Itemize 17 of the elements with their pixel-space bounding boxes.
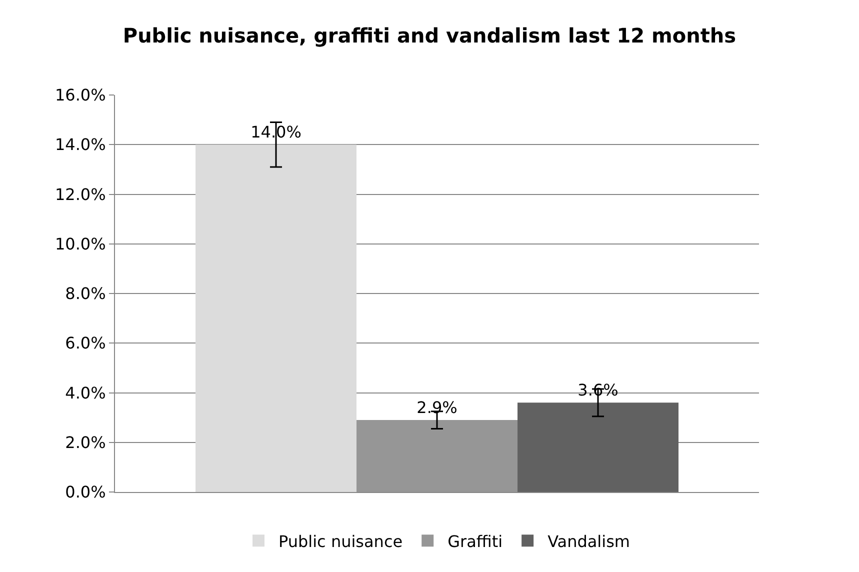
legend-label: Public nuisance xyxy=(278,532,403,551)
y-tick-label: 10.0% xyxy=(54,234,106,254)
y-tick-label: 16.0% xyxy=(54,86,106,105)
legend-label: Vandalism xyxy=(548,532,630,551)
legend-label: Graffiti xyxy=(448,532,503,551)
y-tick-label: 4.0% xyxy=(65,383,106,402)
y-tick-label: 14.0% xyxy=(54,135,106,154)
y-tick-label: 6.0% xyxy=(65,334,106,353)
chart-title: Public nuisance, graffiti and vandalism last 12 months xyxy=(122,24,736,48)
y-tick-label: 2.0% xyxy=(65,432,106,452)
y-tick-label: 8.0% xyxy=(65,284,106,304)
data-label: 2.9% xyxy=(416,398,458,418)
y-tick-label: 0.0% xyxy=(65,482,106,502)
y-tick-label: 12.0% xyxy=(54,184,106,204)
bar xyxy=(518,402,678,492)
bar xyxy=(196,144,356,492)
bar xyxy=(356,420,518,492)
